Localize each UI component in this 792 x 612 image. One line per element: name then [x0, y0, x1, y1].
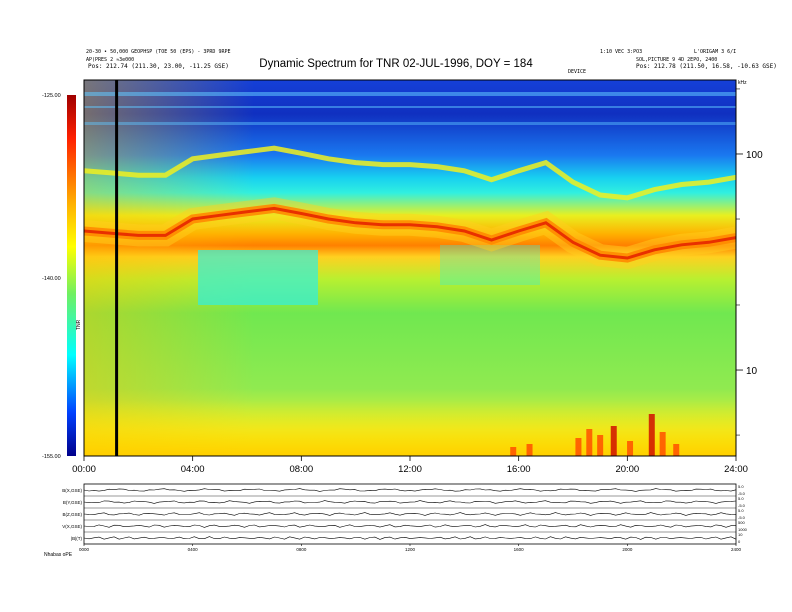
x-tick-label: 16:00: [507, 464, 531, 475]
y-unit-label: kHz: [738, 80, 747, 86]
x-axis: 00:00 04:00 08:00 12:00 16:00 20:00 24:00: [72, 456, 748, 475]
strip-right-tick: 0: [738, 539, 741, 544]
page-title: Dynamic Spectrum for TNR 02-JUL-1996, DO…: [259, 58, 533, 70]
header-right-line1: 1:10 VEC 3:PO3: [600, 49, 643, 55]
strip-x-tick-label: 1200: [405, 547, 416, 552]
radio-burst: [659, 432, 666, 456]
strip-right-tick: 500: [738, 520, 745, 525]
plasma-line: [84, 145, 736, 270]
radio-burst: [510, 447, 517, 456]
header-right-line3: SOL,PICTURE 9 4D 2EPO, 2400: [636, 57, 718, 63]
strip-right-tick: 1000: [738, 527, 748, 532]
colorbar-tick-bottom: -155.00: [42, 454, 61, 460]
upper-harmonic-band: [84, 145, 736, 201]
colorbar-tick-mid: -140.00: [42, 276, 61, 282]
radio-burst: [586, 429, 593, 456]
radio-burst: [526, 444, 533, 456]
colorbar-label: TNR: [76, 319, 82, 330]
strip-trace: [83, 512, 737, 516]
x-tick-label: 12:00: [398, 464, 422, 475]
radio-burst: [627, 441, 634, 456]
strip-right-tick: -5.0: [738, 491, 746, 496]
radio-bursts: [510, 414, 680, 456]
strip-series-label: B(Y,GSE): [63, 500, 83, 505]
data-gap-line: [115, 80, 119, 456]
x-tick-label: 20:00: [615, 464, 639, 475]
x-tick-label: 08:00: [289, 464, 313, 475]
x-tick-label: 04:00: [181, 464, 205, 475]
radio-burst: [648, 414, 655, 456]
footer-left: Nhabas oPE: [44, 552, 73, 558]
colorbar-tick-top: -125.00: [42, 93, 61, 99]
y-axis: 100 10 kHz: [736, 80, 763, 436]
header-left-line2: AP(PRES 2 ≈3e000: [86, 57, 135, 63]
strip-x-axis: 0000 0400 0800 1200 1600 2000 2400: [79, 544, 742, 552]
strip-right-tick: 5.0: [738, 484, 744, 489]
colorbar: [67, 95, 76, 456]
x-tick-label: 00:00: [72, 464, 96, 475]
x-tick-label: 24:00: [724, 464, 748, 475]
strip-panel-frame: [83, 483, 737, 545]
header-right-line2: L'ORIGAM 3 6/I: [694, 49, 737, 55]
radio-burst: [597, 435, 604, 456]
strip-series-label: B(Z,GSE): [62, 512, 82, 517]
strip-trace: [83, 536, 737, 540]
y-tick-label: 10: [746, 366, 758, 377]
strip-x-tick-label: 2000: [622, 547, 633, 552]
strip-trace: [83, 500, 737, 504]
parameter-strips: B(X,GSE)5.0-5.0B(Y,GSE)5.0-5.0B(Z,GSE)5.…: [62, 484, 747, 544]
strip-right-tick: -5.0: [738, 503, 746, 508]
radio-burst: [575, 438, 582, 456]
strip-x-tick-label: 0000: [79, 547, 90, 552]
strip-series-label: V(X,GSE): [62, 524, 82, 529]
strip-series-label: |B|(T): [71, 536, 83, 541]
strip-right-tick: 5.0: [738, 496, 744, 501]
radio-burst: [610, 426, 617, 456]
header-right-line4: Pos: 212.78 (211.50, 16.58, -10.63 GSE): [636, 63, 777, 70]
header-left-line1: 20-30 • 50,000 GEOPHSP (TOE 50 (EPS) - 3…: [86, 49, 231, 55]
header-left-line3: Pos: 212.74 (211.30, 23.00, -11.25 GSE): [88, 63, 229, 70]
header-center-small: DEVICE: [568, 69, 587, 75]
strip-series-label: B(X,GSE): [62, 488, 82, 493]
strip-x-tick-label: 1600: [514, 547, 525, 552]
strip-trace: [83, 488, 737, 492]
strip-x-tick-label: 0400: [188, 547, 199, 552]
strip-right-tick: 10: [738, 532, 743, 537]
strip-trace: [83, 524, 737, 528]
plasma-line-core: [84, 206, 736, 260]
radio-burst: [673, 444, 680, 456]
spectrogram: [84, 80, 736, 456]
strip-right-tick: -5.0: [738, 515, 746, 520]
y-tick-label: 100: [746, 150, 763, 161]
strip-x-tick-label: 0800: [296, 547, 307, 552]
strip-right-tick: 5.0: [738, 508, 744, 513]
strip-x-tick-label: 2400: [731, 547, 742, 552]
